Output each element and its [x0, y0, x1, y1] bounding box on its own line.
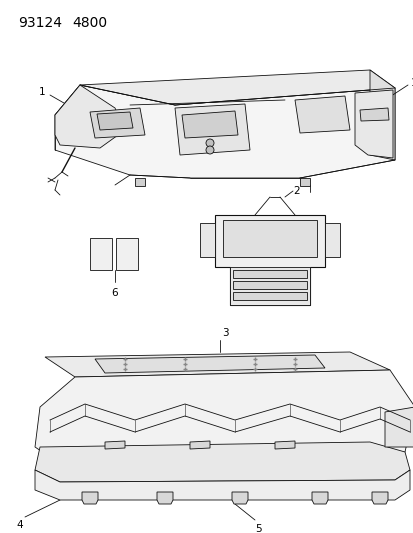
- Polygon shape: [384, 407, 413, 447]
- Polygon shape: [35, 470, 409, 500]
- Text: 6: 6: [112, 288, 118, 298]
- Polygon shape: [190, 441, 209, 449]
- Polygon shape: [214, 215, 324, 305]
- Polygon shape: [45, 352, 389, 377]
- Polygon shape: [233, 270, 306, 278]
- Polygon shape: [230, 267, 309, 305]
- Polygon shape: [182, 111, 237, 138]
- Polygon shape: [223, 220, 316, 257]
- Polygon shape: [35, 370, 413, 467]
- Text: 93124: 93124: [18, 16, 62, 30]
- Polygon shape: [82, 492, 98, 504]
- Polygon shape: [105, 441, 125, 449]
- Polygon shape: [311, 492, 327, 504]
- Text: 4: 4: [17, 520, 23, 530]
- Polygon shape: [233, 292, 306, 300]
- Polygon shape: [95, 355, 324, 373]
- Circle shape: [206, 146, 214, 154]
- Polygon shape: [35, 442, 409, 482]
- Polygon shape: [299, 178, 309, 186]
- Polygon shape: [97, 112, 133, 130]
- Polygon shape: [157, 492, 173, 504]
- Polygon shape: [354, 90, 392, 158]
- Polygon shape: [199, 223, 214, 257]
- Text: 5: 5: [254, 524, 261, 533]
- Polygon shape: [90, 238, 112, 270]
- Polygon shape: [55, 85, 394, 178]
- Text: 4800: 4800: [72, 16, 107, 30]
- Polygon shape: [80, 70, 394, 105]
- Polygon shape: [116, 238, 138, 270]
- Polygon shape: [233, 281, 306, 289]
- Polygon shape: [369, 70, 394, 160]
- Polygon shape: [55, 85, 125, 148]
- Circle shape: [206, 139, 214, 147]
- Text: 2: 2: [292, 186, 299, 196]
- Polygon shape: [175, 104, 249, 155]
- Polygon shape: [135, 178, 145, 186]
- Polygon shape: [371, 492, 387, 504]
- Text: 3: 3: [221, 328, 228, 338]
- Polygon shape: [231, 492, 247, 504]
- Polygon shape: [359, 108, 388, 121]
- Polygon shape: [324, 223, 339, 257]
- Text: 1: 1: [38, 87, 45, 97]
- Polygon shape: [274, 441, 294, 449]
- Polygon shape: [90, 108, 145, 138]
- Polygon shape: [294, 96, 349, 133]
- Text: 1: 1: [410, 78, 413, 88]
